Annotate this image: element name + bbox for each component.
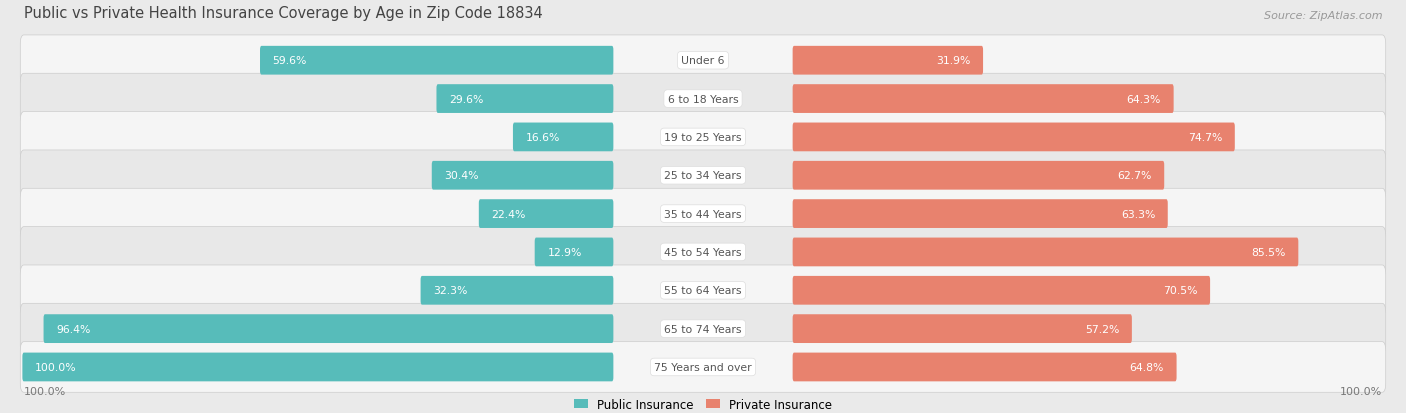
FancyBboxPatch shape	[20, 151, 1386, 201]
FancyBboxPatch shape	[793, 161, 1164, 190]
FancyBboxPatch shape	[20, 265, 1386, 316]
FancyBboxPatch shape	[436, 85, 613, 114]
FancyBboxPatch shape	[420, 276, 613, 305]
Text: 35 to 44 Years: 35 to 44 Years	[664, 209, 742, 219]
Text: 31.9%: 31.9%	[936, 56, 970, 66]
Text: Public vs Private Health Insurance Coverage by Age in Zip Code 18834: Public vs Private Health Insurance Cover…	[24, 6, 543, 21]
Text: 85.5%: 85.5%	[1251, 247, 1285, 257]
FancyBboxPatch shape	[793, 47, 983, 76]
Text: 64.3%: 64.3%	[1126, 94, 1161, 104]
FancyBboxPatch shape	[793, 353, 1177, 382]
Text: 64.8%: 64.8%	[1129, 362, 1164, 372]
Text: 12.9%: 12.9%	[547, 247, 582, 257]
Text: 19 to 25 Years: 19 to 25 Years	[664, 133, 742, 142]
FancyBboxPatch shape	[22, 353, 613, 382]
Text: 6 to 18 Years: 6 to 18 Years	[668, 94, 738, 104]
Text: 65 to 74 Years: 65 to 74 Years	[664, 324, 742, 334]
Text: 59.6%: 59.6%	[273, 56, 307, 66]
FancyBboxPatch shape	[20, 74, 1386, 125]
Text: 45 to 54 Years: 45 to 54 Years	[664, 247, 742, 257]
FancyBboxPatch shape	[793, 200, 1168, 228]
Text: 32.3%: 32.3%	[433, 286, 468, 296]
Text: Under 6: Under 6	[682, 56, 724, 66]
FancyBboxPatch shape	[260, 47, 613, 76]
Text: 62.7%: 62.7%	[1118, 171, 1152, 181]
Legend: Public Insurance, Private Insurance: Public Insurance, Private Insurance	[569, 393, 837, 413]
FancyBboxPatch shape	[793, 276, 1211, 305]
FancyBboxPatch shape	[793, 123, 1234, 152]
FancyBboxPatch shape	[793, 238, 1298, 267]
FancyBboxPatch shape	[20, 36, 1386, 86]
FancyBboxPatch shape	[513, 123, 613, 152]
Text: 100.0%: 100.0%	[35, 362, 76, 372]
Text: 30.4%: 30.4%	[444, 171, 479, 181]
FancyBboxPatch shape	[44, 314, 613, 343]
Text: 55 to 64 Years: 55 to 64 Years	[664, 286, 742, 296]
Text: 74.7%: 74.7%	[1188, 133, 1222, 142]
Text: Source: ZipAtlas.com: Source: ZipAtlas.com	[1264, 11, 1382, 21]
Text: 25 to 34 Years: 25 to 34 Years	[664, 171, 742, 181]
FancyBboxPatch shape	[20, 189, 1386, 239]
Text: 16.6%: 16.6%	[526, 133, 560, 142]
FancyBboxPatch shape	[20, 304, 1386, 354]
Text: 100.0%: 100.0%	[1340, 386, 1382, 396]
FancyBboxPatch shape	[20, 227, 1386, 278]
Text: 22.4%: 22.4%	[492, 209, 526, 219]
Text: 57.2%: 57.2%	[1085, 324, 1119, 334]
FancyBboxPatch shape	[793, 314, 1132, 343]
Text: 100.0%: 100.0%	[24, 386, 66, 396]
Text: 75 Years and over: 75 Years and over	[654, 362, 752, 372]
FancyBboxPatch shape	[534, 238, 613, 267]
FancyBboxPatch shape	[479, 200, 613, 228]
FancyBboxPatch shape	[20, 112, 1386, 163]
Text: 70.5%: 70.5%	[1163, 286, 1198, 296]
Text: 63.3%: 63.3%	[1121, 209, 1156, 219]
FancyBboxPatch shape	[20, 342, 1386, 392]
Text: 29.6%: 29.6%	[449, 94, 484, 104]
Text: 96.4%: 96.4%	[56, 324, 90, 334]
FancyBboxPatch shape	[793, 85, 1174, 114]
FancyBboxPatch shape	[432, 161, 613, 190]
